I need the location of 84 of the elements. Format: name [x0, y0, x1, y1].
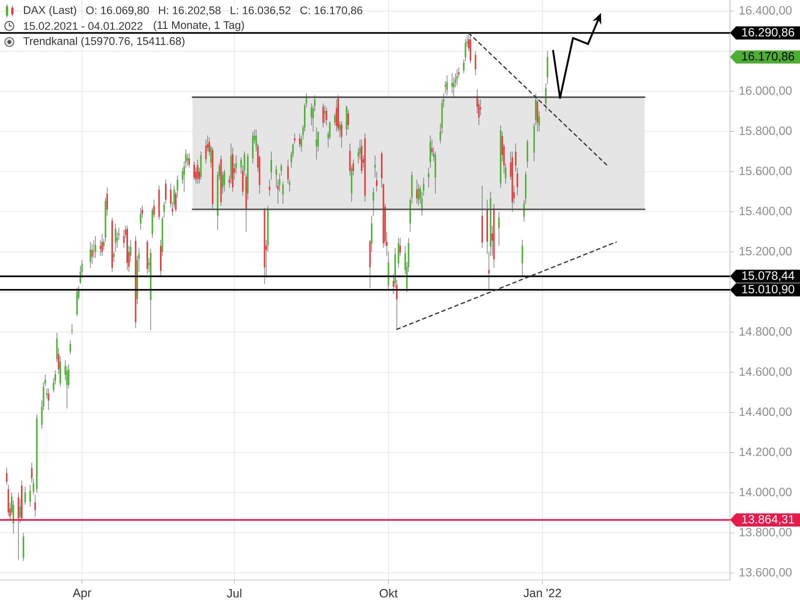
candlestick: [470, 34, 472, 64]
candlestick: [18, 492, 20, 560]
annotation: (11 Monate, 1 Tag): [154, 20, 244, 32]
candlestick: [451, 72, 453, 94]
candlestick: [22, 532, 24, 562]
candlestick: [140, 207, 142, 230]
candlestick: [456, 68, 458, 86]
x-tick-label: Jul: [226, 588, 242, 598]
y-tick-label: 14.400,00: [740, 407, 792, 418]
candlestick: [70, 340, 72, 355]
candlestick: [514, 143, 516, 172]
ref-line-label: 13.864,31: [742, 514, 794, 525]
y-tick-label: 15.800,00: [740, 126, 792, 136]
y-tick-label: 13.800,00: [740, 528, 792, 538]
y-tick-label: 15.400,00: [740, 206, 792, 217]
candlestick: [282, 181, 284, 204]
y-tick-label: 14.000,00: [740, 488, 792, 498]
candlestick: [268, 179, 270, 196]
candlestick: [316, 127, 318, 160]
candlestick: [348, 109, 350, 130]
ref-line-label: 15.078,44: [742, 271, 794, 282]
candlestick: [29, 484, 31, 508]
candlestick: [526, 139, 528, 168]
candlestick: [418, 183, 420, 206]
annotation: O: 16.069,80: [86, 6, 149, 16]
ref-line-label: 16.290,86: [742, 28, 794, 38]
candlestick: [6, 467, 8, 485]
candlestick: [114, 223, 116, 252]
candlestick: [186, 153, 188, 166]
candlestick: [193, 161, 195, 180]
candlestick: [434, 151, 436, 194]
candlestick: [91, 244, 93, 264]
candlestick: [200, 151, 202, 180]
candlestick: [8, 484, 10, 516]
y-tick-label: 14.200,00: [740, 448, 792, 458]
candlestick: [522, 240, 524, 277]
candlestick: [101, 234, 103, 256]
text: DAX (Last): [24, 6, 76, 16]
candlestick: [428, 167, 430, 188]
y-tick-label: 14.800,00: [740, 327, 792, 338]
candlestick: [205, 139, 207, 164]
x-tick-label: Jan '22: [524, 588, 562, 598]
candlestick: [270, 151, 272, 180]
candlestick: [71, 324, 73, 334]
y-tick-label: 15.600,00: [740, 166, 792, 177]
annotation: H: 16.202,58: [158, 6, 221, 16]
text: 15.02.2021 - 04.01.2022: [24, 22, 142, 30]
ref-line-label: 15.010,90: [742, 284, 794, 295]
candlestick: [24, 486, 26, 506]
candlestick: [34, 494, 36, 518]
candlestick: [76, 288, 78, 316]
candlestick: [90, 242, 92, 268]
candlestick: [123, 229, 125, 248]
candlestick: [336, 99, 338, 132]
candlestick: [298, 133, 300, 148]
candlestick: [474, 50, 476, 76]
candlestick: [280, 163, 282, 176]
candlestick: [498, 211, 500, 246]
y-tick-label: 13.600,00: [740, 568, 792, 578]
y-tick-label: 14.600,00: [740, 367, 792, 378]
candlestick: [346, 105, 348, 136]
candlestick: [340, 121, 342, 148]
annotation: L: 16.036,52: [230, 6, 290, 16]
candlestick: [334, 113, 336, 126]
x-tick-label: Okt: [380, 588, 398, 598]
candlestick: [48, 388, 50, 410]
candlestick: [94, 236, 96, 258]
legend-label: Trendkanal (15970.76, 15411.68): [23, 36, 184, 48]
candlestick: [326, 107, 328, 126]
text: 16.170,86: [742, 52, 794, 62]
x-tick-label: Apr: [72, 588, 92, 600]
y-tick-label: 16.000,00: [740, 86, 792, 96]
candlestick: [113, 252, 115, 262]
candlestick: [224, 169, 226, 192]
candlestick: [372, 187, 374, 216]
candlestick: [322, 103, 324, 128]
annotation: C: 16.170,86: [300, 6, 362, 16]
y-tick-label: 16.400,00: [740, 6, 792, 16]
candlestick: [165, 179, 167, 204]
y-tick-label: 15.200,00: [740, 246, 792, 257]
candlestick: [416, 179, 418, 204]
candlestick: [446, 74, 448, 96]
candlestick: [516, 167, 518, 196]
candlestick: [196, 159, 198, 184]
